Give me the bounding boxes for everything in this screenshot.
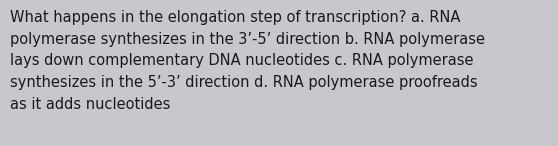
Text: What happens in the elongation step of transcription? a. RNA
polymerase synthesi: What happens in the elongation step of t… (10, 10, 485, 112)
